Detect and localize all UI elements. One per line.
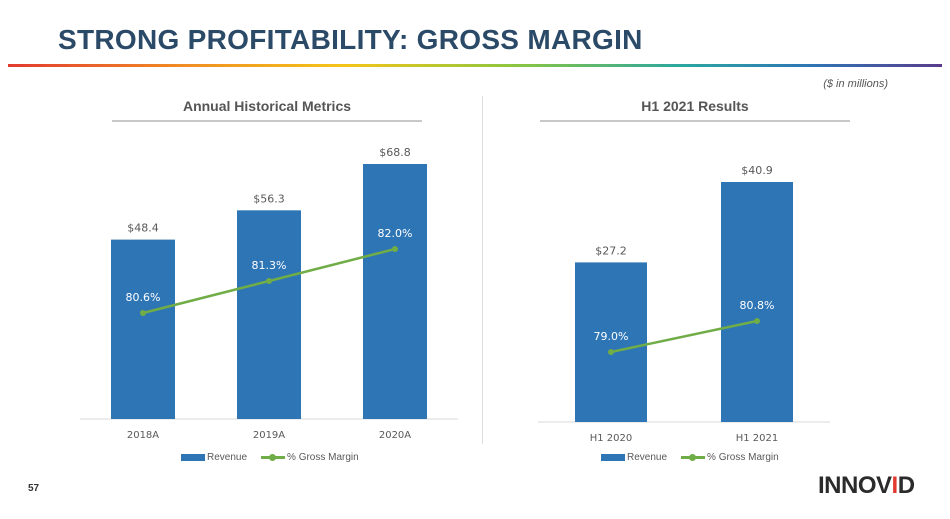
chart-title-underline-h1 [540, 120, 850, 122]
legend-swatch-gross-margin [681, 454, 706, 461]
innovid-logo: INNOVID [818, 472, 915, 500]
legend-label-revenue: Revenue [627, 452, 668, 463]
point-gross-margin [140, 310, 146, 316]
chart-divider [482, 96, 483, 444]
legend-swatch-revenue [601, 454, 625, 461]
point-gross-margin [266, 278, 272, 284]
bar-value-label: $27.2 [595, 244, 627, 257]
legend-swatch-gross-margin [261, 454, 286, 461]
bar-value-label: $56.3 [253, 192, 285, 205]
line-gross-margin [610, 319, 758, 354]
legend-swatch-revenue [181, 454, 205, 461]
gross-margin-label: 79.0% [594, 330, 629, 343]
bar-revenue [363, 164, 427, 419]
bar-revenue [575, 262, 647, 422]
gross-margin-label: 80.6% [126, 291, 161, 304]
category-label: H1 2021 [736, 433, 779, 444]
bar-value-label: $40.9 [741, 164, 773, 177]
chart-title-underline-annual [112, 120, 422, 122]
legend-h1: Revenue % Gross Margin [601, 452, 779, 463]
bar-value-label: $48.4 [127, 222, 159, 235]
point-gross-margin [754, 318, 760, 324]
category-label: 2018A [127, 430, 159, 441]
legend-label-revenue: Revenue [207, 452, 248, 463]
page-title: STRONG PROFITABILITY: GROSS MARGIN [58, 24, 643, 55]
bar-revenue [721, 182, 793, 422]
legend-annual: Revenue % Gross Margin [181, 452, 359, 463]
legend-label-gross-margin: % Gross Margin [287, 452, 359, 463]
point-gross-margin [608, 349, 614, 355]
category-label: H1 2020 [590, 433, 633, 444]
category-label: 2019A [253, 430, 285, 441]
bar-revenue [237, 210, 301, 419]
units-note: ($ in millions) [823, 78, 888, 90]
logo-text-b: I [891, 472, 899, 499]
title-rule [8, 64, 942, 67]
gross-margin-label: 82.0% [378, 227, 413, 240]
chart-title-annual: Annual Historical Metrics [182, 98, 352, 114]
page-number: 57 [28, 483, 40, 494]
chart-title-h1: H1 2021 Results [641, 98, 749, 114]
point-gross-margin [392, 246, 398, 252]
bar-value-label: $68.8 [379, 146, 411, 159]
gross-margin-label: 80.8% [740, 299, 775, 312]
gross-margin-label: 81.3% [252, 259, 287, 272]
bar-revenue [111, 239, 175, 419]
category-label: 2020A [379, 430, 411, 441]
legend-label-gross-margin: % Gross Margin [707, 452, 779, 463]
logo-text-a: INNOV [818, 472, 892, 499]
logo-text-c: D [897, 472, 915, 499]
